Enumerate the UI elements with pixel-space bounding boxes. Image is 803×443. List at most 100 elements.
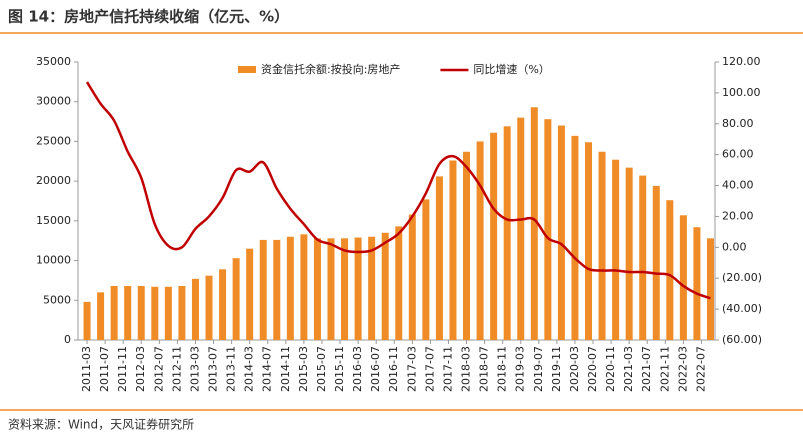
bar xyxy=(259,239,267,340)
bar xyxy=(354,237,362,340)
x-tick-label: 2021-11 xyxy=(658,346,671,392)
bar xyxy=(97,292,105,340)
bar xyxy=(503,126,511,340)
legend-label: 同比增速（%） xyxy=(473,62,549,76)
bar xyxy=(368,236,376,340)
x-tick-label: 2012-03 xyxy=(134,346,147,392)
bar xyxy=(598,151,606,340)
x-tick-label: 2021-03 xyxy=(622,346,635,392)
x-tick-label: 2012-07 xyxy=(152,346,165,392)
bar xyxy=(313,238,321,340)
y-tick-label: 0 xyxy=(64,333,71,346)
x-tick-label: 2017-07 xyxy=(423,346,436,392)
bar xyxy=(246,248,254,340)
y-tick-label: 5000 xyxy=(43,293,71,306)
source-note: 资料来源：Wind，天风证券研究所 xyxy=(8,417,194,432)
x-tick-label: 2014-07 xyxy=(261,346,274,392)
x-tick-label: 2018-11 xyxy=(496,346,509,392)
bar xyxy=(463,151,471,340)
bar xyxy=(381,232,389,340)
x-tick-label: 2020-07 xyxy=(586,346,599,392)
bar xyxy=(395,226,403,340)
line xyxy=(85,81,711,300)
x-tick-label: 2011-07 xyxy=(98,346,111,392)
y2-tick-label: 100.00 xyxy=(722,86,761,99)
bar xyxy=(191,278,199,340)
legend-label: 资金信托余额:按投向:房地产 xyxy=(261,62,400,76)
bar xyxy=(435,176,443,340)
y2-tick-label: 60.00 xyxy=(722,148,754,161)
bar xyxy=(110,285,118,340)
x-tick-label: 2013-11 xyxy=(225,346,238,392)
x-tick-label: 2017-03 xyxy=(405,346,418,392)
bar xyxy=(151,286,159,340)
bar xyxy=(666,200,674,340)
bar xyxy=(639,175,647,340)
y2-tick-label: 40.00 xyxy=(722,179,754,192)
bar xyxy=(652,185,660,340)
x-tick-label: 2013-03 xyxy=(188,346,201,392)
bar xyxy=(557,125,565,341)
bar xyxy=(219,269,227,340)
x-tick-label: 2016-07 xyxy=(369,346,382,392)
x-tick-label: 2011-03 xyxy=(80,346,93,392)
y-tick-label: 35000 xyxy=(36,55,71,68)
x-tick-label: 2019-11 xyxy=(550,346,563,392)
legend-swatch xyxy=(238,66,256,73)
bar xyxy=(476,141,484,340)
x-tick-label: 2022-03 xyxy=(676,346,689,392)
x-tick-label: 2011-11 xyxy=(116,346,129,392)
bar xyxy=(679,215,687,340)
y2-tick-label: 120.00 xyxy=(722,55,761,68)
bar xyxy=(124,285,132,340)
x-tick-label: 2020-03 xyxy=(568,346,581,392)
bar xyxy=(571,135,579,340)
y-tick-label: 20000 xyxy=(36,174,71,187)
x-tick-label: 2016-03 xyxy=(351,346,364,392)
y2-tick-label: 20.00 xyxy=(722,209,754,222)
bar xyxy=(137,285,145,340)
y-tick-label: 10000 xyxy=(36,254,71,267)
chart-title: 图 14：房地产信托持续收缩（亿元、%） xyxy=(8,8,289,26)
bar xyxy=(300,234,308,340)
y2-tick-label: 80.00 xyxy=(722,117,754,130)
x-tick-label: 2021-07 xyxy=(640,346,653,392)
bar xyxy=(585,142,593,340)
bar xyxy=(164,286,172,340)
y-tick-label: 25000 xyxy=(36,134,71,147)
bar xyxy=(517,117,525,340)
x-tick-label: 2014-11 xyxy=(279,346,292,392)
bar xyxy=(490,132,498,340)
bar xyxy=(341,238,349,340)
bar xyxy=(530,107,538,340)
y-tick-label: 30000 xyxy=(36,95,71,108)
y-tick-label: 15000 xyxy=(36,214,71,227)
x-tick-label: 2019-03 xyxy=(514,346,527,392)
x-tick-label: 2022-07 xyxy=(694,346,707,392)
bar xyxy=(625,167,633,340)
bar xyxy=(178,285,186,340)
bar xyxy=(693,227,701,340)
x-tick-label: 2012-11 xyxy=(170,346,183,392)
bar xyxy=(232,258,240,340)
bar xyxy=(612,159,620,340)
x-tick-label: 2015-11 xyxy=(333,346,346,392)
bar xyxy=(449,160,457,340)
x-tick-label: 2017-11 xyxy=(441,346,454,392)
x-tick-label: 2014-03 xyxy=(243,346,256,392)
x-tick-label: 2020-11 xyxy=(604,346,617,392)
bar xyxy=(422,199,430,340)
x-tick-label: 2015-07 xyxy=(315,346,328,392)
bar xyxy=(544,119,552,340)
y2-tick-label: 0.00 xyxy=(722,240,747,253)
bar xyxy=(408,214,416,340)
bar xyxy=(273,239,281,340)
x-tick-label: 2019-07 xyxy=(532,346,545,392)
x-tick-label: 2018-07 xyxy=(478,346,491,392)
bar xyxy=(286,236,294,340)
bar xyxy=(706,238,714,340)
bar xyxy=(205,275,213,340)
x-tick-label: 2013-07 xyxy=(207,346,220,392)
x-tick-label: 2016-11 xyxy=(387,346,400,392)
